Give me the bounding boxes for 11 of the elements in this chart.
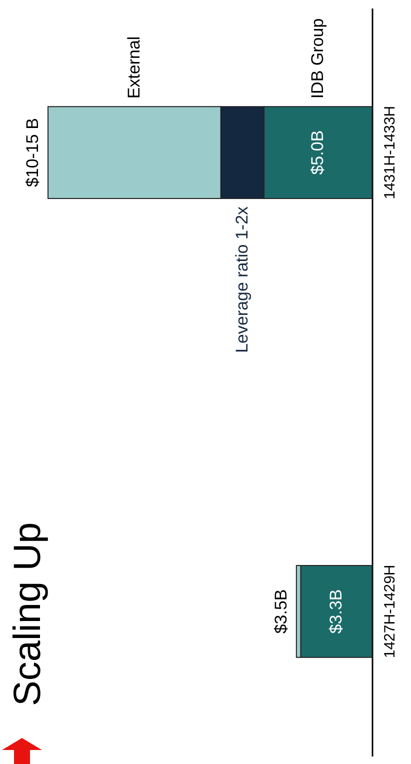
y-tick-label: 1431H-1433H <box>382 106 398 200</box>
text: External <box>124 36 144 99</box>
total-label: $3.5B <box>271 589 290 634</box>
bar <box>300 565 372 658</box>
text: IDB Group <box>308 18 327 99</box>
data-label: $5.0B <box>308 130 327 175</box>
y-tick-label: 1427H-1429H <box>382 564 398 658</box>
text: Scaling Up <box>7 522 49 706</box>
text: Leverage ratio 1-2x <box>232 206 252 353</box>
total-label: $10-15 B <box>23 118 42 188</box>
data-label: $3.3B <box>326 589 346 634</box>
